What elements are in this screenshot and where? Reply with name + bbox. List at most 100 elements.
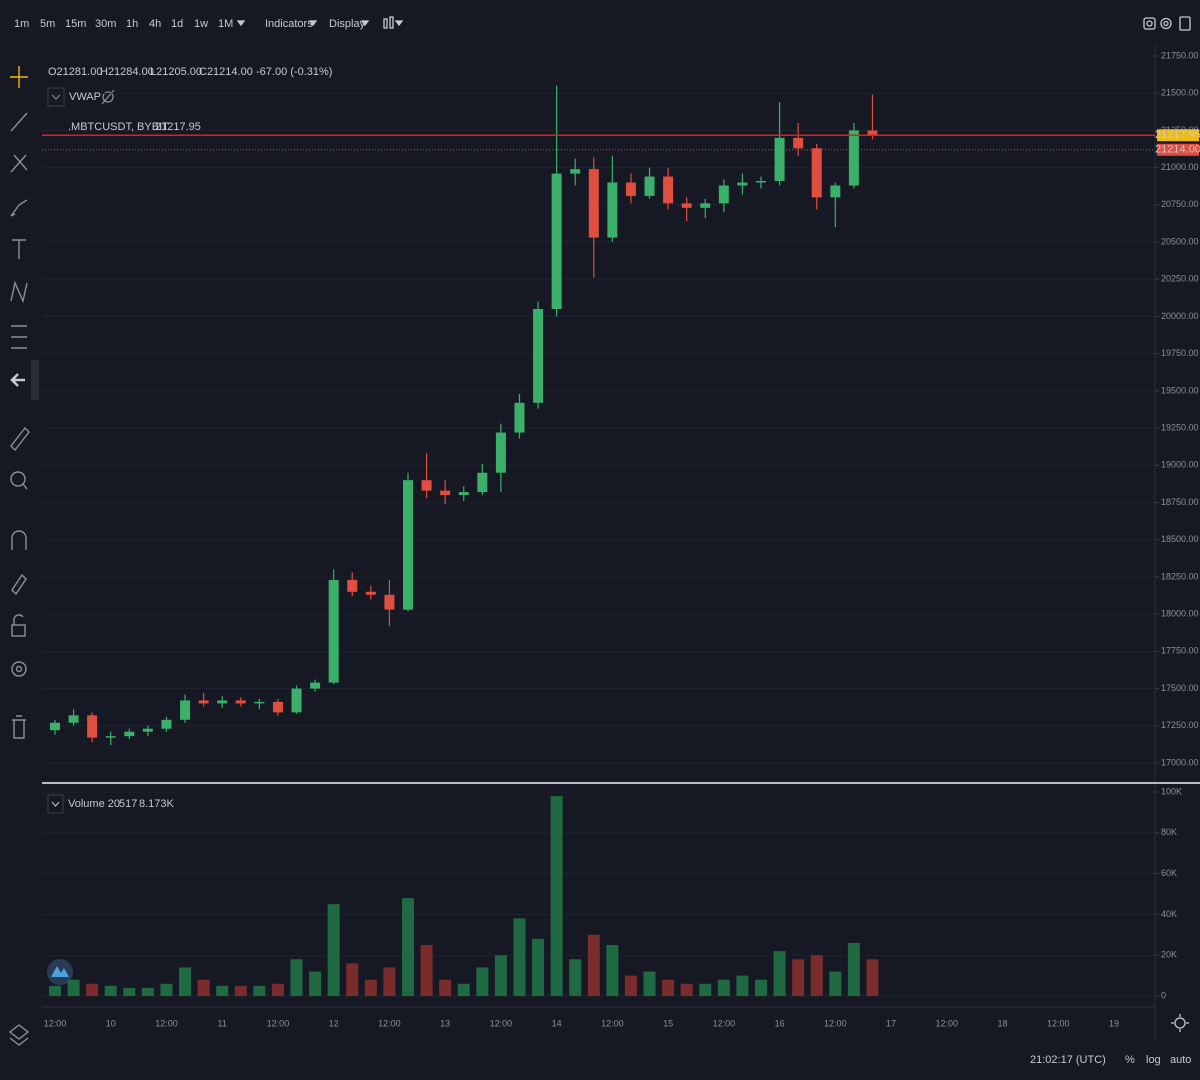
fullscreen-button[interactable] (1179, 16, 1191, 31)
trendline-tool[interactable] (10, 112, 28, 132)
settings-button[interactable] (1160, 17, 1172, 30)
x-tick-label: 18 (998, 1018, 1008, 1028)
vwap-visibility[interactable] (101, 89, 115, 105)
timeframe-more[interactable] (236, 20, 246, 27)
timeframe-button[interactable]: 1m (14, 18, 29, 30)
magnet-tool[interactable] (11, 530, 27, 550)
candle-body (793, 137, 804, 149)
lock-draw-tool[interactable] (11, 573, 27, 596)
timeframe-button[interactable]: 1M (218, 18, 233, 30)
volume-bar (792, 959, 805, 997)
volume-bar (513, 918, 526, 997)
volume-bar (773, 951, 786, 997)
candle-body (198, 700, 209, 704)
candle-body (105, 736, 116, 738)
indicators-caret (308, 20, 318, 27)
x-tick-label: 12:00 (155, 1018, 178, 1028)
y-tick-label: 60K (1161, 868, 1177, 878)
volume-bar (569, 959, 582, 997)
volume-bar (309, 971, 322, 997)
volume-bar (532, 938, 545, 997)
y-tick-label: 17250.00 (1161, 720, 1199, 730)
prediction-tool[interactable] (11, 325, 27, 349)
volume-bar (234, 985, 247, 997)
x-tick-label: 12:00 (378, 1018, 401, 1028)
candle-body (87, 715, 98, 738)
crosshair-tool[interactable] (10, 66, 28, 88)
vwap-label: VWAP (69, 91, 101, 103)
volume-bar (402, 898, 414, 997)
ohlc-value: -67.00 (-0.31%) (256, 66, 332, 78)
visibility-tool[interactable] (11, 661, 27, 677)
x-tick-label: 19 (1109, 1018, 1119, 1028)
chart-type-button[interactable] (383, 16, 404, 29)
y-tick-label: 19250.00 (1161, 422, 1199, 432)
timeframe-button[interactable]: 30m (95, 18, 116, 30)
vwap-caret (51, 94, 61, 100)
percent-toggle[interactable]: % (1125, 1054, 1135, 1066)
back-tool[interactable] (10, 373, 25, 387)
y-tick-label: 18750.00 (1161, 497, 1199, 507)
auto-toggle[interactable]: auto (1170, 1054, 1191, 1066)
fib-tool[interactable] (10, 154, 28, 173)
x-tick-label: 12:00 (936, 1018, 959, 1028)
volume-bar (49, 985, 61, 997)
candle-body (607, 182, 618, 238)
y-tick-label: 19000.00 (1161, 460, 1199, 470)
volume-bar (383, 967, 396, 997)
y-tick-label: 18500.00 (1161, 534, 1199, 544)
volume-bar (160, 983, 173, 997)
candle-body (495, 432, 506, 473)
x-tick-label: 12:00 (267, 1018, 290, 1028)
zoom-tool[interactable] (10, 471, 28, 490)
screenshot-button[interactable] (1143, 17, 1156, 30)
volume-bar (346, 963, 359, 997)
x-tick-label: 12:00 (824, 1018, 847, 1028)
log-toggle[interactable]: log (1146, 1054, 1161, 1066)
lock-tool[interactable] (11, 614, 26, 637)
y-tick-label: 20500.00 (1161, 236, 1199, 246)
text-tool[interactable] (12, 239, 26, 259)
y-tick-label: 20250.00 (1161, 274, 1199, 284)
indicators-menu[interactable]: Indicators (265, 18, 313, 30)
x-tick-label: 12:00 (713, 1018, 736, 1028)
volume-bar (494, 955, 507, 997)
timeframe-button[interactable]: 4h (149, 18, 161, 30)
candle-body (718, 185, 729, 204)
timeframe-button[interactable]: 1h (126, 18, 138, 30)
y-tick-label: 21500.00 (1161, 88, 1199, 98)
timeframe-button[interactable]: 15m (65, 18, 86, 30)
measure-tool[interactable] (10, 426, 30, 452)
y-tick-label: 0 (1161, 990, 1166, 1000)
volume-bar (587, 934, 600, 997)
vwap-toggle[interactable] (47, 87, 65, 107)
candle-body (756, 181, 766, 183)
candle-body (291, 688, 302, 713)
y-tick-label: 20000.00 (1161, 311, 1199, 321)
volume-bar (104, 985, 117, 997)
y-tick-label: 17000.00 (1161, 757, 1199, 767)
volume-caret (51, 801, 60, 807)
layers-tool[interactable] (8, 1024, 30, 1046)
y-tick-label: 19750.00 (1161, 348, 1199, 358)
timeframe-button[interactable]: 1d (171, 18, 183, 30)
candle-body (180, 700, 191, 720)
mark-price-label: 21217.95 (1155, 129, 1200, 141)
time-settings-button[interactable] (1171, 1014, 1189, 1032)
left-toolbar (8, 66, 39, 1046)
candle-body (310, 682, 321, 689)
timeframe-button[interactable]: 5m (40, 18, 55, 30)
candle-body (347, 579, 358, 592)
toolbar-toggle[interactable] (31, 360, 39, 400)
candle-body (124, 731, 135, 737)
candle-body (700, 203, 711, 208)
display-menu[interactable]: Display (329, 18, 366, 30)
volume-bar (364, 979, 377, 997)
volume-bar (141, 987, 154, 997)
timeframe-button[interactable]: 1w (194, 18, 208, 30)
pattern-tool[interactable] (10, 280, 28, 304)
delete-tool[interactable] (12, 715, 26, 739)
volume-toggle[interactable] (47, 794, 64, 814)
brush-tool[interactable] (10, 199, 28, 217)
ohlc-value: C21214.00 (199, 66, 253, 78)
